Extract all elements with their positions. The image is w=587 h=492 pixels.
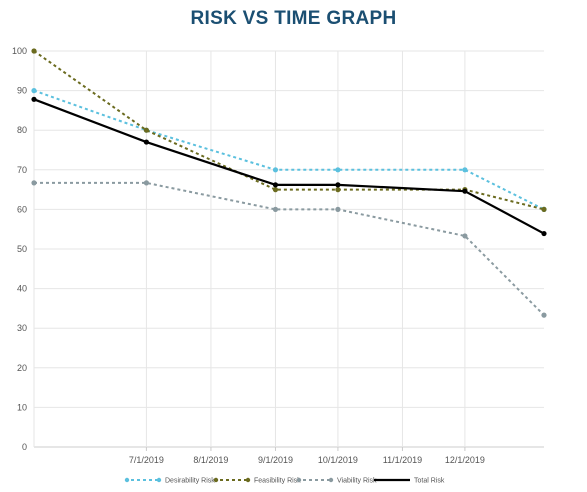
legend-marker <box>245 477 251 483</box>
data-point[interactable] <box>143 127 150 133</box>
series-viability-risk <box>31 180 547 318</box>
series-total-risk <box>31 96 547 237</box>
data-point[interactable] <box>143 139 150 145</box>
y-tick-label: 70 <box>17 165 27 175</box>
legend: Desirability Risk Feasibility Risk Viabili… <box>124 477 445 485</box>
y-tick-label: 10 <box>17 402 27 412</box>
y-tick-label: 20 <box>17 363 27 373</box>
legend-marker <box>296 477 302 483</box>
data-point[interactable] <box>31 96 37 102</box>
data-point[interactable] <box>462 167 468 173</box>
legend-marker <box>213 477 219 483</box>
data-point[interactable] <box>335 167 341 173</box>
legend-marker <box>328 477 334 483</box>
x-tick-label: 8/1/2019 <box>193 455 228 465</box>
legend-item[interactable]: Viability Risk <box>296 477 377 485</box>
data-point[interactable] <box>31 88 37 94</box>
y-tick-label: 90 <box>17 86 27 96</box>
legend-item[interactable]: Feasibility Risk <box>213 477 301 485</box>
series-line <box>33 50 545 211</box>
grid <box>34 50 544 448</box>
legend-marker <box>124 477 130 483</box>
data-point[interactable] <box>272 206 279 212</box>
x-tick-label: 11/1/2019 <box>383 455 422 465</box>
y-tick-label: 0 <box>22 442 27 452</box>
data-point[interactable] <box>272 187 279 193</box>
data-point[interactable] <box>541 312 547 318</box>
data-point[interactable] <box>541 206 547 212</box>
series-line <box>33 98 545 235</box>
axes: 0 10 20 30 40 50 60 70 80 90 100 7/1/2019 8/1/2019 9/… <box>12 46 485 465</box>
y-tick-label: 80 <box>17 125 27 135</box>
data-point[interactable] <box>541 230 547 237</box>
data-point[interactable] <box>335 187 341 193</box>
legend-label: Viability Risk <box>337 478 377 485</box>
x-tick-label: 10/1/2019 <box>318 455 358 465</box>
y-tick-label: 30 <box>17 323 27 333</box>
data-point[interactable] <box>31 180 37 186</box>
data-point[interactable] <box>143 180 150 186</box>
y-tick-label: 50 <box>17 244 27 254</box>
y-tick-label: 100 <box>12 46 27 56</box>
data-point[interactable] <box>272 167 279 173</box>
x-tick-label: 9/1/2019 <box>258 455 293 465</box>
legend-marker <box>156 477 162 483</box>
data-point[interactable] <box>335 206 341 212</box>
chart-title: RISK VS TIME GRAPH <box>190 8 397 29</box>
data-point[interactable] <box>272 182 279 188</box>
data-point[interactable] <box>462 233 468 239</box>
data-point[interactable] <box>335 182 341 188</box>
legend-label: Feasibility Risk <box>254 478 301 485</box>
legend-label: Desirability Risk <box>165 478 215 485</box>
series <box>31 48 547 318</box>
y-tick-label: 40 <box>17 284 27 294</box>
series-line <box>33 89 545 211</box>
legend-item[interactable]: Desirability Risk <box>124 477 215 485</box>
legend-item[interactable]: Total Risk <box>374 478 445 485</box>
data-point[interactable] <box>31 48 37 54</box>
x-tick-label: 12/1/2019 <box>445 455 485 465</box>
data-point[interactable] <box>462 188 468 194</box>
x-tick-label: 7/1/2019 <box>129 455 164 465</box>
legend-label: Total Risk <box>414 478 445 485</box>
y-tick-label: 60 <box>17 204 27 214</box>
